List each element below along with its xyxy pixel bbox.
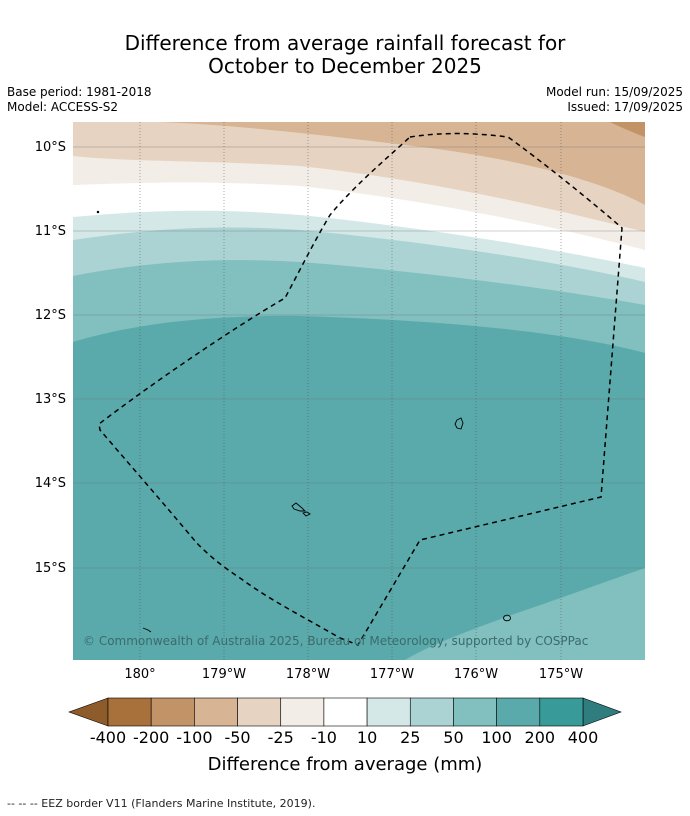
colorbar-segment: [237, 697, 282, 727]
issued-date: Issued: 17/09/2025: [567, 100, 683, 114]
lat-label: 13°S: [35, 392, 66, 407]
colorbar-segment: [107, 697, 152, 727]
base-period: Base period: 1981-2018: [7, 85, 152, 99]
colorbar: [68, 697, 622, 727]
islands: [96, 210, 511, 633]
island: [96, 210, 100, 214]
colorbar-tick-label: 400: [568, 728, 599, 747]
island: [291, 502, 307, 512]
lat-label: 14°S: [35, 476, 66, 491]
meta-right: Model run: 15/09/2025 Issued: 17/09/2025: [546, 85, 683, 115]
lon-label: 179°W: [202, 667, 246, 682]
colorbar-tick-label: 50: [443, 728, 463, 747]
colorbar-tick-label: -200: [133, 728, 169, 747]
colorbar-tick-label: -400: [90, 728, 126, 747]
colorbar-segment: [366, 697, 411, 727]
colorbar-under-arrow: [68, 697, 109, 727]
lat-label: 10°S: [35, 140, 66, 155]
colorbar-segment: [323, 697, 368, 727]
island: [142, 627, 152, 633]
colorbar-title: Difference from average (mm): [207, 754, 483, 775]
colorbar-tick-label: -10: [311, 728, 337, 747]
lon-label: 176°W: [454, 667, 498, 682]
lat-axis-labels: 10°S 11°S 12°S 13°S 14°S 15°S: [35, 140, 66, 576]
colorbar-segment: [539, 697, 584, 727]
map-title: Difference from average rainfall forecas…: [0, 32, 690, 78]
lon-label: 180°: [124, 667, 155, 682]
island: [302, 511, 311, 517]
model-name: Model: ACCESS-S2: [7, 100, 119, 114]
lon-axis-labels: 180° 179°W 178°W 177°W 176°W 175°W: [124, 667, 583, 682]
colorbar-tick-label: -100: [176, 728, 212, 747]
band-minus-200-100: [610, 122, 645, 137]
lat-label: 12°S: [35, 308, 66, 323]
band-minus-100-50: [160, 122, 645, 205]
colorbar-tick-label: 25: [400, 728, 420, 747]
graticule: [73, 122, 645, 660]
title-line-1: Difference from average rainfall forecas…: [124, 31, 566, 55]
band-50-100-south: [405, 568, 645, 660]
colorbar-tick-label: -25: [268, 728, 294, 747]
colorbar-segment: [453, 697, 497, 727]
eez-footnote: -- -- -- EEZ border V11 (Flanders Marine…: [7, 797, 316, 810]
colorbar-tick-label: -50: [224, 728, 250, 747]
island: [503, 614, 511, 622]
colorbar-ticks: -400 -200 -100 -50 -25 -10 10 25 50 100 200 400: [90, 728, 598, 747]
lon-label: 175°W: [539, 667, 583, 682]
forecast-contours: [73, 122, 645, 660]
eez-border: [98, 132, 623, 646]
title-line-2: October to December 2025: [208, 54, 482, 78]
lon-label: 177°W: [370, 667, 414, 682]
colorbar-segment: [194, 697, 238, 727]
colorbar-over-arrow: [582, 697, 622, 727]
colorbar-tick-label: 100: [481, 728, 512, 747]
lat-label: 15°S: [35, 561, 66, 576]
colorbar-segment: [150, 697, 195, 727]
lat-lines: [73, 146, 645, 569]
colorbar-tick-label: 200: [525, 728, 556, 747]
copyright-text: © Commonwealth of Australia 2025, Bureau…: [83, 634, 588, 648]
island: [454, 417, 464, 430]
lat-label: 11°S: [35, 224, 66, 239]
model-run: Model run: 15/09/2025: [545, 85, 683, 99]
colorbar-segment: [409, 697, 454, 727]
colorbar-tick-label: 10: [357, 728, 377, 747]
colorbar-segment: [280, 697, 325, 727]
colorbar-segment: [496, 697, 541, 727]
lon-label: 178°W: [286, 667, 330, 682]
meta-left: Base period: 1981-2018 Model: ACCESS-S2: [7, 85, 152, 115]
